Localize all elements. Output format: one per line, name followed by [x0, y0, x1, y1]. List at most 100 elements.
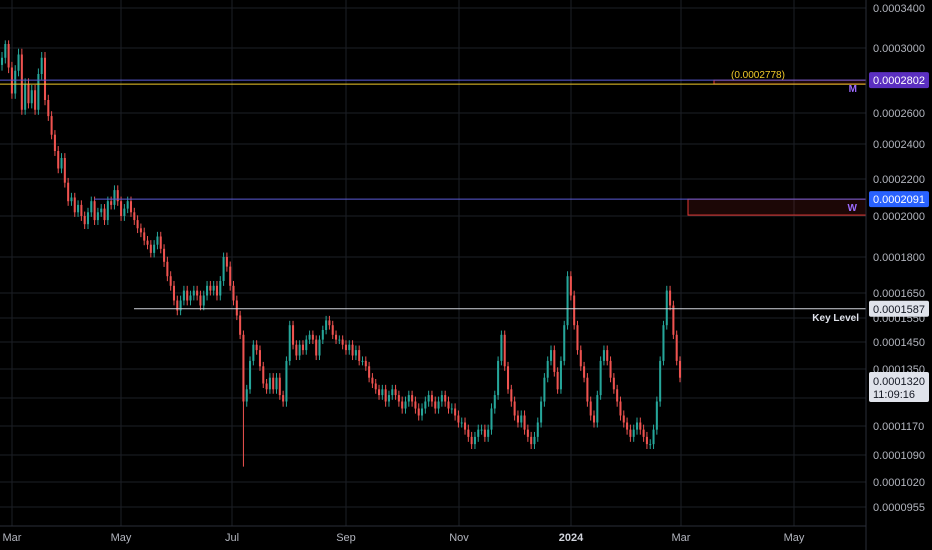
key-level-badge [869, 300, 929, 317]
candle-body [639, 422, 642, 430]
candle-body [20, 54, 23, 110]
candle-body [526, 429, 529, 437]
zones-layer [687, 79, 867, 216]
candle-body [569, 276, 572, 296]
candle-body [497, 360, 500, 396]
levels-layer: (0.0002778) M W Key Level [0, 70, 866, 324]
time-tick-label: Mar [672, 532, 691, 544]
candle-body [430, 395, 433, 402]
time-tick-label: Jul [225, 532, 239, 544]
candle-body [649, 444, 652, 446]
candle-body [176, 300, 179, 311]
candle-body [265, 383, 268, 390]
candle-body [493, 395, 496, 409]
candle-body [106, 201, 109, 221]
candle-body [454, 408, 457, 416]
candle-body [292, 325, 295, 345]
candle-body [467, 429, 470, 437]
candle-body [483, 429, 486, 437]
candle-body [77, 204, 80, 213]
candle-body [7, 44, 10, 68]
candle-body [500, 334, 503, 361]
candle-body [100, 208, 103, 213]
candle-body [391, 389, 394, 396]
candle-body [47, 100, 50, 117]
candle-body [196, 290, 199, 296]
candle-body [93, 201, 96, 221]
monthly-level-badge-text: 0.0002802 [873, 75, 925, 87]
candle-body [520, 415, 523, 423]
candle-body [90, 201, 93, 213]
candle-body [592, 415, 596, 423]
candle-body [301, 344, 304, 351]
candle-body [4, 44, 7, 58]
candle-body [262, 366, 265, 384]
time-tick-label: 2024 [559, 532, 584, 544]
candle-body [315, 339, 318, 356]
candle-body [404, 401, 407, 409]
candle-body [616, 389, 619, 402]
candle-body [159, 236, 162, 249]
candle-body [632, 429, 635, 437]
candle-body [311, 334, 314, 340]
candle-body [179, 300, 182, 311]
candle-body [490, 408, 493, 430]
candle-body [523, 415, 526, 430]
candle-body [215, 285, 219, 296]
price-tick-label: 0.0000955 [873, 502, 925, 514]
candle-body [602, 350, 605, 361]
candle-body [374, 383, 377, 390]
candle-body [282, 395, 285, 402]
candle-body [40, 57, 43, 74]
candle-body [305, 339, 308, 351]
candle-body [344, 344, 347, 351]
candle-body [540, 401, 543, 423]
candle-body [156, 236, 159, 245]
candle-body [110, 201, 113, 205]
candle-body [414, 401, 417, 409]
monthly-level-badge [869, 72, 929, 89]
candle-body [60, 158, 63, 169]
candle-body [427, 395, 430, 402]
candle-body [513, 401, 516, 416]
candle-body [139, 228, 142, 233]
candle-body [477, 429, 480, 437]
candle-body [503, 334, 506, 367]
candle-body [361, 360, 364, 362]
candle-body [586, 377, 589, 402]
candle-body [14, 70, 17, 94]
candle-body [440, 395, 443, 402]
candle-body [325, 320, 328, 330]
candle-body [63, 158, 66, 183]
candle-body [120, 201, 123, 216]
candle-body [556, 371, 559, 390]
candle-body [338, 339, 341, 341]
candle-body [163, 248, 166, 262]
candle-body [252, 344, 255, 361]
candle-body [619, 401, 622, 416]
candle-body [463, 422, 467, 430]
candle-body [553, 350, 556, 372]
candle-body [126, 201, 129, 209]
candle-body [612, 377, 615, 390]
time-tick-label: May [111, 532, 132, 544]
price-axis[interactable]: 0.00034000.00030000.00026000.00024000.00… [865, 0, 932, 550]
time-axis[interactable]: Mar May Jul Sep Nov 2024 Mar May [0, 525, 866, 544]
candle-body [123, 208, 126, 216]
candle-body [599, 360, 602, 396]
candle-body [559, 360, 562, 390]
candle-body [543, 377, 546, 402]
candle-body [186, 290, 189, 301]
candle-body [321, 330, 324, 340]
candle-body [136, 220, 139, 229]
candle-body [675, 334, 678, 361]
time-tick-label: Mar [3, 532, 22, 544]
candle-body [172, 285, 176, 301]
candle-body [596, 395, 599, 423]
candle-body [609, 360, 612, 378]
candle-body [0, 57, 4, 65]
candle-body [583, 366, 586, 378]
candle-body [549, 350, 553, 361]
candle-body [189, 295, 192, 301]
